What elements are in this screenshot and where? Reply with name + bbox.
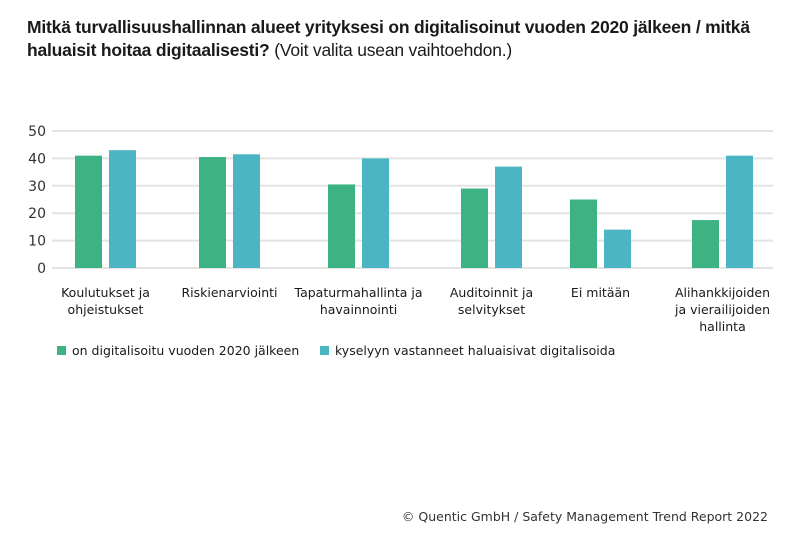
bar-digitalised-1 — [199, 157, 226, 268]
legend-label: kyselyyn vastanneet haluaisivat digitali… — [335, 343, 616, 358]
category-label: Alihankkijoiden ja vierailijoiden hallin… — [674, 285, 771, 334]
legend-item-digitalised: on digitalisoitu vuoden 2020 jälkeen — [57, 342, 299, 358]
chart-title-note: (Voit valita usean vaihtoehdon.) — [269, 40, 513, 60]
y-tick-label: 40 — [28, 151, 46, 167]
category-label: Ei mitään — [570, 285, 631, 300]
copyright-footer: © Quentic GmbH / Safety Management Trend… — [401, 509, 768, 524]
bar-digitalised-4 — [570, 199, 597, 268]
bar-wish-1 — [233, 154, 260, 268]
y-tick-label: 20 — [28, 206, 46, 222]
chart-title: Mitkä turvallisuushallinnan alueet yrity… — [27, 16, 787, 62]
legend-label: on digitalisoitu vuoden 2020 jälkeen — [72, 343, 300, 358]
bar-wish-0 — [109, 150, 136, 268]
y-tick-label: 50 — [28, 124, 46, 140]
chart-title-question: Mitkä turvallisuushallinnan alueet yrity… — [27, 17, 750, 60]
legend-item-wish-to-digitalise: kyselyyn vastanneet haluaisivat digitali… — [320, 342, 615, 358]
y-tick-label: 0 — [37, 261, 46, 277]
bar-wish-3 — [495, 166, 522, 268]
bar-digitalised-2 — [328, 184, 355, 268]
category-label: Auditoinnit ja selvitykset — [449, 285, 534, 317]
category-label: Tapaturmahallinta ja havainnointi — [294, 285, 423, 317]
category-label: Riskienarviointi — [181, 285, 278, 300]
legend-swatch-green — [57, 346, 66, 355]
bar-digitalised-5 — [692, 220, 719, 268]
category-label: Koulutukset ja ohjeistukset — [61, 285, 150, 317]
gridlines — [52, 130, 773, 269]
y-axis-ticks: 0 10 20 30 40 50 — [28, 124, 46, 277]
bar-digitalised-3 — [461, 188, 488, 268]
y-tick-label: 30 — [28, 179, 46, 195]
bar-wish-5 — [726, 155, 753, 268]
legend-swatch-teal — [320, 346, 329, 355]
y-tick-label: 10 — [28, 234, 46, 250]
bars — [75, 150, 753, 268]
bar-digitalised-0 — [75, 155, 102, 268]
bar-wish-2 — [362, 158, 389, 268]
bar-wish-4 — [604, 229, 631, 268]
